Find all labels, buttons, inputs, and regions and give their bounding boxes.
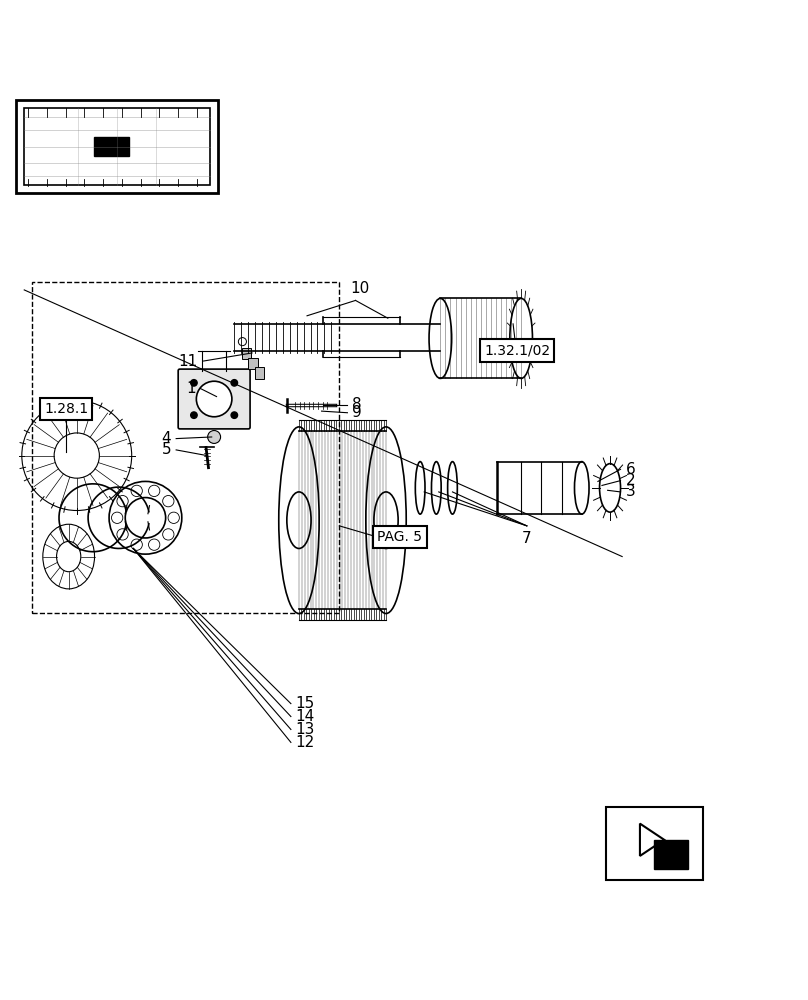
FancyBboxPatch shape <box>178 369 250 429</box>
Ellipse shape <box>374 492 398 548</box>
Text: 2: 2 <box>625 473 635 488</box>
Circle shape <box>196 381 232 417</box>
Text: 6: 6 <box>625 462 635 477</box>
Circle shape <box>191 412 197 418</box>
Ellipse shape <box>279 427 319 614</box>
Ellipse shape <box>510 298 532 378</box>
Bar <box>242 348 251 359</box>
Bar <box>606 807 703 880</box>
Bar <box>16 100 218 193</box>
Circle shape <box>231 412 238 418</box>
Circle shape <box>191 380 197 386</box>
Text: 15: 15 <box>296 696 315 711</box>
Text: 10: 10 <box>350 281 369 296</box>
Text: 1.28.1: 1.28.1 <box>44 402 88 416</box>
Ellipse shape <box>287 492 311 548</box>
Polygon shape <box>654 840 688 869</box>
Text: 4: 4 <box>162 431 171 446</box>
Bar <box>32 282 339 613</box>
Text: 5: 5 <box>162 442 171 457</box>
Ellipse shape <box>366 427 406 614</box>
Circle shape <box>231 380 238 386</box>
Text: 14: 14 <box>296 709 315 724</box>
Text: 9: 9 <box>352 405 362 420</box>
Circle shape <box>208 431 221 443</box>
Text: 13: 13 <box>296 722 315 737</box>
Bar <box>24 108 210 185</box>
Text: 1.32.1/02: 1.32.1/02 <box>484 344 550 358</box>
Text: 11: 11 <box>179 354 198 369</box>
Text: 8: 8 <box>352 397 362 412</box>
Text: 3: 3 <box>625 484 635 499</box>
Text: 7: 7 <box>522 531 532 546</box>
Ellipse shape <box>574 462 589 514</box>
Text: 1: 1 <box>186 381 196 396</box>
Bar <box>255 367 264 379</box>
Bar <box>94 137 128 156</box>
Bar <box>248 358 258 369</box>
Text: 12: 12 <box>296 735 315 750</box>
Text: PAG. 5: PAG. 5 <box>377 530 423 544</box>
